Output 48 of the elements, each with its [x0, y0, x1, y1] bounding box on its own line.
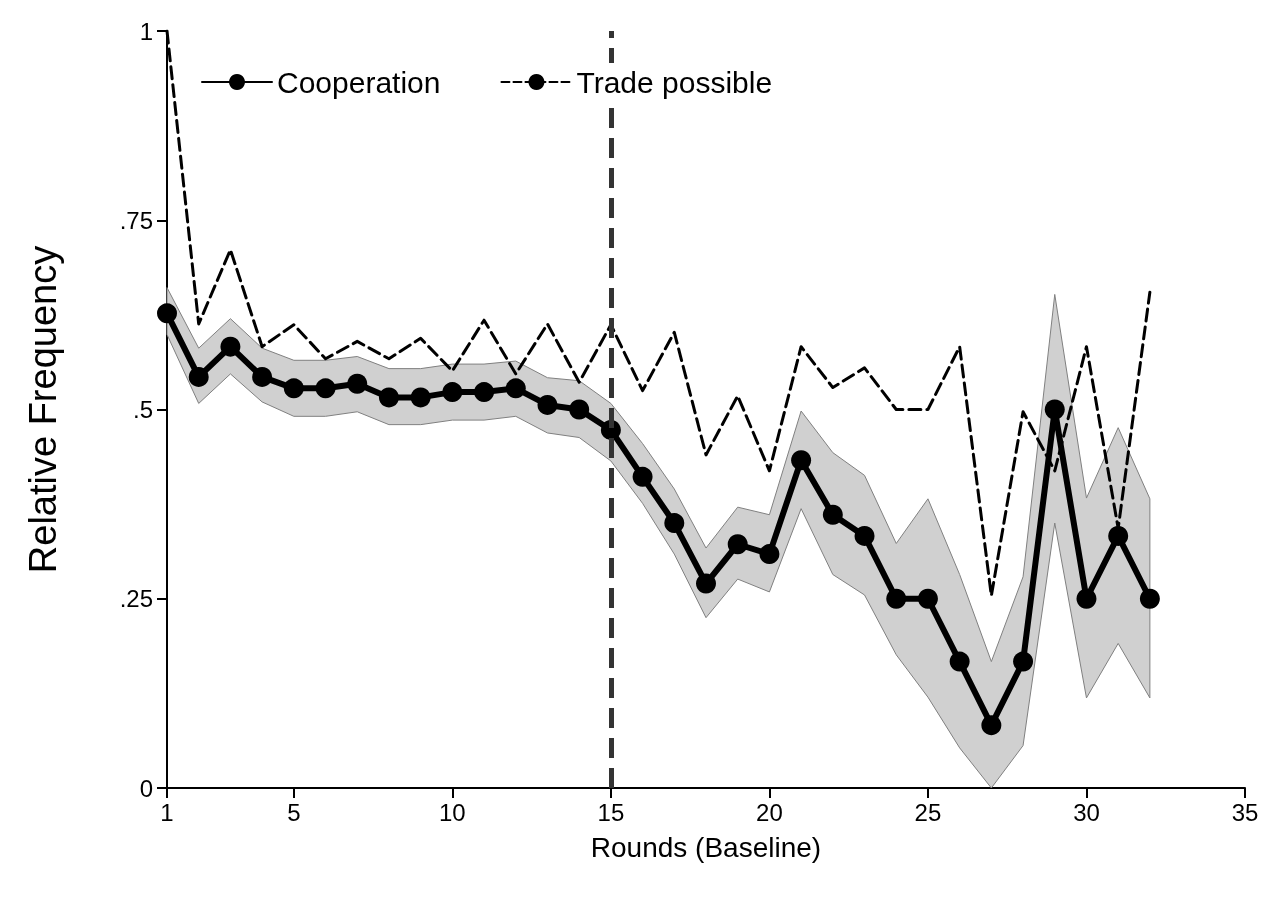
point: [759, 544, 780, 565]
x-tick-label: 35: [1231, 798, 1259, 826]
legend-label: Cooperation: [277, 65, 441, 99]
y-tick-label: .5: [132, 396, 153, 423]
point: [347, 373, 368, 394]
x-tick-label: 30: [1073, 798, 1100, 826]
x-tick-label: 25: [914, 798, 942, 826]
point: [727, 534, 748, 555]
y-tick-label: .75: [119, 206, 153, 234]
x-tick-label: 20: [756, 798, 783, 826]
point: [1044, 399, 1065, 420]
point: [188, 366, 209, 387]
x-tick-label: 1: [160, 798, 174, 826]
point: [283, 378, 304, 399]
x-tick-label: 10: [439, 798, 466, 826]
y-tick-label: 1: [139, 17, 153, 45]
point: [474, 382, 495, 403]
x-tick-label: 5: [287, 798, 301, 826]
point: [696, 573, 716, 594]
point: [157, 303, 177, 324]
point: [886, 588, 907, 609]
point: [1013, 651, 1034, 672]
y-tick-label: 0: [139, 774, 153, 802]
point: [252, 366, 273, 387]
point: [537, 394, 558, 415]
x-tick-label: 15: [597, 798, 625, 826]
point: [378, 387, 399, 408]
x-axis-title: Rounds (Baseline): [590, 831, 822, 863]
point: [981, 715, 1002, 736]
point: [664, 513, 685, 534]
point: [1076, 588, 1097, 609]
point: [569, 399, 590, 420]
point: [917, 588, 938, 609]
point: [442, 382, 463, 403]
point: [632, 466, 653, 487]
point: [505, 378, 526, 399]
point: [1108, 525, 1129, 546]
point: [220, 336, 241, 357]
y-axis-title: Relative Frequency: [22, 245, 64, 574]
point: [791, 450, 812, 471]
point: [854, 525, 875, 546]
point: [949, 651, 970, 672]
y-tick-label: .25: [119, 585, 153, 613]
point: [315, 378, 336, 399]
point: [822, 504, 843, 525]
legend-label: Trade possible: [576, 65, 773, 99]
point: [410, 387, 431, 408]
point: [1139, 588, 1160, 609]
